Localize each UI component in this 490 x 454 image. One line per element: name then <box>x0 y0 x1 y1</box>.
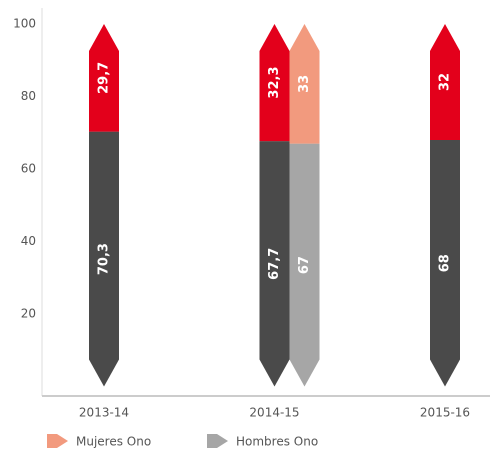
bar-segment <box>430 140 460 387</box>
x-tick-label: 2014-15 <box>249 406 299 420</box>
bar-segment <box>89 131 119 387</box>
value-label: 67 <box>297 256 312 274</box>
y-tick-label: 20 <box>21 307 36 321</box>
value-label: 68 <box>438 254 453 272</box>
bar-segment <box>289 143 320 387</box>
value-label: 67,7 <box>267 248 282 280</box>
x-tick-label: 2015-16 <box>420 406 470 420</box>
bar-segment <box>259 141 290 387</box>
bar-segment <box>430 24 460 140</box>
legend-label: Hombres Ono <box>236 435 318 449</box>
bar-segment <box>289 24 320 144</box>
legend-swatch <box>207 434 228 448</box>
value-label: 29,7 <box>97 62 112 94</box>
y-tick-label: 100 <box>13 17 36 31</box>
value-label: 33 <box>297 75 312 93</box>
bar-segment <box>259 24 290 142</box>
value-label: 70,3 <box>97 243 112 275</box>
y-tick-label: 40 <box>21 234 36 248</box>
legend-label: Mujeres Ono <box>76 435 151 449</box>
y-tick-label: 60 <box>21 162 36 176</box>
y-tick-label: 80 <box>21 89 36 103</box>
legend-swatch <box>47 434 68 448</box>
value-label: 32 <box>438 73 453 91</box>
bar-segment <box>89 24 119 132</box>
x-tick-label: 2013-14 <box>79 406 129 420</box>
value-label: 32,3 <box>267 67 282 99</box>
